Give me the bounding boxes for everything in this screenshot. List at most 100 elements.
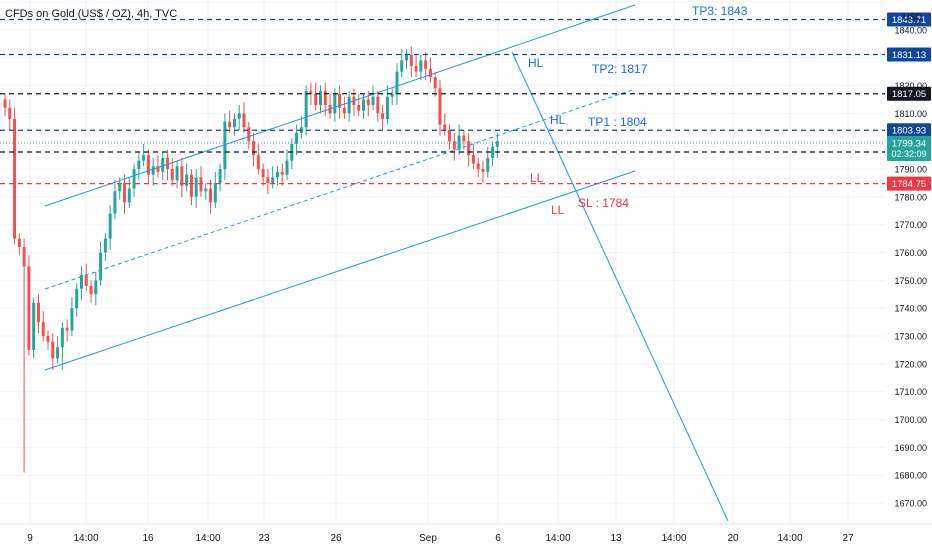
candle-body — [223, 121, 227, 170]
currency-label: USD — [903, 12, 923, 22]
candle-body — [118, 182, 122, 192]
price-tick-label: 1720.00 — [894, 359, 927, 369]
price-badge-label: 1803.93 — [892, 126, 926, 137]
price-tick-label: 1750.00 — [894, 276, 927, 286]
candle-body — [127, 188, 131, 203]
candle-body — [266, 177, 270, 183]
price-badge — [887, 47, 931, 62]
time-tick-label: 13 — [610, 533, 622, 544]
time-tick-label: 14:00 — [73, 533, 98, 544]
candle-body — [424, 60, 428, 69]
candle-body — [213, 182, 217, 203]
candle-body — [381, 113, 385, 119]
candle-body — [17, 238, 21, 247]
candle-body — [390, 93, 394, 97]
candle-body — [419, 60, 423, 72]
price-badge-label: 1784.75 — [892, 179, 926, 190]
candle-body — [237, 113, 241, 119]
price-tick-label: 1710.00 — [894, 387, 927, 397]
candle-body — [194, 177, 198, 197]
chart-annotation: HL — [550, 113, 566, 127]
candle-body — [252, 141, 256, 156]
candle-body — [166, 157, 170, 170]
candle-body — [400, 60, 404, 72]
candle-body — [84, 274, 88, 286]
candle-body — [232, 118, 236, 128]
chart-title: CFDs on Gold (US$ / OZ), 4h, TVC — [5, 8, 178, 20]
candle-body — [486, 157, 490, 172]
candle-body — [481, 169, 485, 172]
candle-body — [185, 174, 189, 186]
candle-body — [275, 171, 279, 178]
time-tick-label: 16 — [142, 533, 154, 544]
price-tick-label: 1680.00 — [894, 471, 927, 481]
candle-body — [156, 166, 160, 172]
candle-body — [362, 99, 365, 111]
candle-body — [103, 238, 107, 253]
price-tick-label: 1730.00 — [894, 332, 927, 342]
price-badge — [887, 123, 931, 138]
candle-body — [8, 107, 12, 119]
price-tick-label: 1780.00 — [894, 192, 927, 202]
candle-body — [151, 166, 155, 175]
price-badge — [887, 86, 931, 101]
bar-countdown-label: 02:32:09 — [891, 149, 926, 159]
channel-lower-line — [44, 170, 636, 371]
candle-body — [414, 66, 418, 72]
channel-midline — [44, 88, 636, 290]
candle-body — [51, 341, 55, 359]
candle-body — [113, 191, 117, 214]
candle-body — [247, 127, 251, 142]
candle-body — [476, 163, 480, 170]
candle-body — [209, 188, 213, 203]
downtrend-line — [511, 51, 729, 522]
price-tick-label: 1790.00 — [894, 165, 927, 175]
chart-annotation: TP1 : 1804 — [588, 115, 647, 129]
candle-body — [189, 174, 193, 197]
price-tick-label: 1740.00 — [894, 304, 927, 314]
candle-body — [56, 347, 60, 359]
price-badge — [887, 176, 931, 191]
candle-body — [448, 130, 452, 142]
candle-body — [142, 155, 146, 161]
candle-body — [199, 177, 203, 192]
candle-body — [371, 96, 375, 105]
time-tick-label: 20 — [727, 533, 739, 544]
candle-body — [65, 327, 69, 331]
chart-annotation: SL : 1784 — [578, 196, 629, 210]
candle-body — [357, 105, 361, 111]
candle-body — [228, 121, 232, 128]
time-tick-label: 23 — [258, 533, 270, 544]
candle-body — [347, 96, 351, 114]
price-badge-label: 1817.05 — [892, 89, 926, 100]
candle-body — [323, 91, 327, 105]
candle-body — [13, 118, 17, 239]
candle-body — [108, 213, 112, 239]
candle-body — [146, 155, 150, 175]
candle-body — [60, 327, 64, 348]
candle-body — [491, 146, 495, 158]
candle-body — [309, 91, 313, 94]
time-tick-label: 14:00 — [545, 533, 570, 544]
candle-body — [366, 99, 370, 105]
candle-body — [36, 302, 40, 323]
price-tick-label: 1700.00 — [894, 415, 927, 425]
candle-body — [280, 171, 284, 175]
candle-body — [32, 302, 36, 350]
candle-body — [471, 155, 475, 164]
time-tick-label: Sep — [419, 533, 437, 544]
candle-body — [99, 252, 103, 281]
candle-body — [376, 96, 380, 114]
time-tick-label: 26 — [330, 533, 342, 544]
candle-body — [22, 246, 26, 267]
candle-body — [342, 107, 346, 114]
candle-body — [161, 157, 165, 172]
candle-body — [467, 141, 471, 156]
candle-body — [79, 274, 83, 289]
price-tick-label: 1840.00 — [894, 25, 927, 35]
candle-body — [271, 177, 275, 183]
candle-body — [27, 266, 31, 350]
candle-body — [333, 93, 337, 114]
candle-body — [495, 141, 499, 147]
